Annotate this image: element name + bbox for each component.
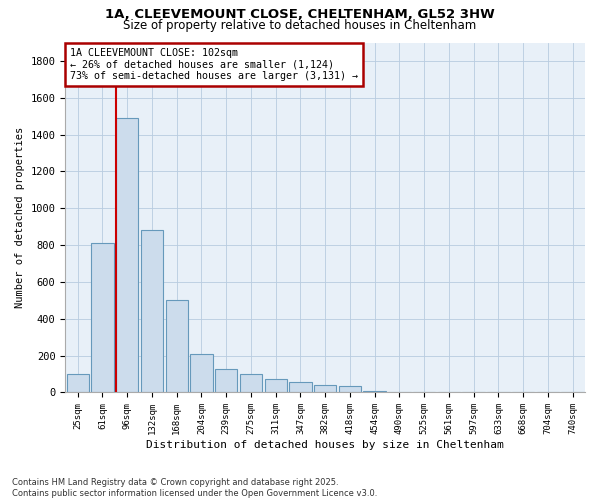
Bar	[141, 230, 163, 392]
Text: 1A, CLEEVEMOUNT CLOSE, CHELTENHAM, GL52 3HW: 1A, CLEEVEMOUNT CLOSE, CHELTENHAM, GL52 …	[105, 8, 495, 20]
Bar	[240, 374, 262, 392]
Bar	[190, 354, 212, 393]
Bar	[314, 385, 336, 392]
Bar	[166, 300, 188, 392]
Text: Contains HM Land Registry data © Crown copyright and database right 2025.
Contai: Contains HM Land Registry data © Crown c…	[12, 478, 377, 498]
X-axis label: Distribution of detached houses by size in Cheltenham: Distribution of detached houses by size …	[146, 440, 504, 450]
Bar	[339, 386, 361, 392]
Bar	[364, 390, 386, 392]
Bar	[265, 378, 287, 392]
Bar	[91, 244, 113, 392]
Bar	[67, 374, 89, 392]
Bar	[289, 382, 311, 392]
Text: 1A CLEEVEMOUNT CLOSE: 102sqm
← 26% of detached houses are smaller (1,124)
73% of: 1A CLEEVEMOUNT CLOSE: 102sqm ← 26% of de…	[70, 48, 358, 81]
Text: Size of property relative to detached houses in Cheltenham: Size of property relative to detached ho…	[124, 18, 476, 32]
Bar	[215, 368, 237, 392]
Y-axis label: Number of detached properties: Number of detached properties	[15, 127, 25, 308]
Bar	[116, 118, 138, 392]
